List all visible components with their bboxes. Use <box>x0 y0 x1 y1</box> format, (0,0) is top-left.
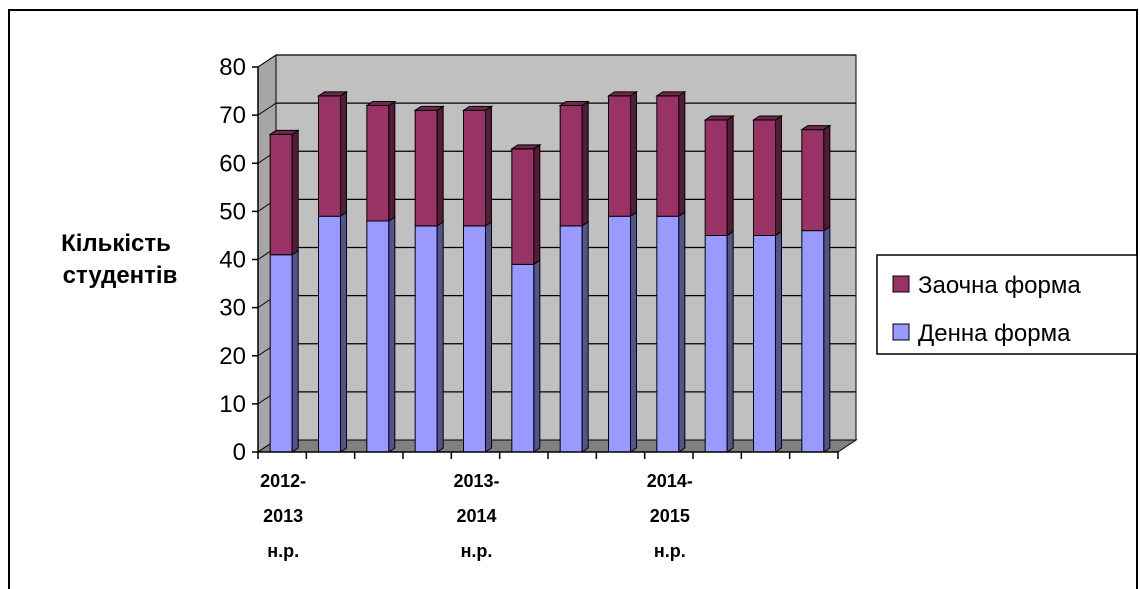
bar-side-s1-6 <box>581 100 589 227</box>
bar-top-s1-6 <box>558 101 590 106</box>
bar-front-s0-8 <box>656 215 680 453</box>
bar-front-s0-11 <box>801 230 825 453</box>
y-axis-label-line-2: студентів <box>63 262 178 289</box>
bar-side-s1-10 <box>775 115 782 237</box>
bar-side-s0-8 <box>678 211 686 453</box>
bar-side-s0-2 <box>388 216 396 453</box>
bar-front-s1-7 <box>608 95 631 217</box>
bar-side-s1-9 <box>726 115 734 237</box>
bar-side-s1-1 <box>340 90 347 218</box>
bar-front-s1-0 <box>269 133 293 256</box>
bar-top-s1-7 <box>606 91 639 97</box>
x-category-label-0-line-2: н.р. <box>267 541 299 561</box>
bar-top-s1-11 <box>800 125 832 131</box>
legend-swatch-zaochna <box>892 275 910 293</box>
x-category-label-8-line-0: 2014- <box>647 471 693 491</box>
y-tick-label-60: 60 <box>219 150 246 177</box>
bar-side-s0-6 <box>581 220 589 453</box>
x-category-label-4-line-0: 2013- <box>453 471 499 491</box>
bar-front-s0-6 <box>559 225 583 453</box>
y-tick-label-20: 20 <box>219 343 246 370</box>
bar-front-s0-4 <box>463 225 486 453</box>
bar-top-s1-9 <box>703 115 735 121</box>
y-tick-label-80: 80 <box>219 54 246 81</box>
x-category-label-0-line-0: 2012- <box>260 471 306 491</box>
bar-top-s1-1 <box>316 91 349 97</box>
bar-front-s0-2 <box>366 220 390 453</box>
bar-side-s1-7 <box>630 90 637 218</box>
bar-side-s0-3 <box>436 220 444 453</box>
bar-front-s0-1 <box>318 215 341 453</box>
bar-front-s0-5 <box>511 263 535 453</box>
x-category-label-4-line-2: н.р. <box>461 541 493 561</box>
y-axis-label-line-1: Кількість <box>61 230 171 257</box>
y-tick-label-70: 70 <box>219 102 246 129</box>
y-axis-label: Кількість студентів <box>61 230 177 289</box>
bar-front-s0-3 <box>414 225 438 453</box>
bar-front-s0-10 <box>753 234 776 453</box>
bar-front-s1-1 <box>318 95 341 217</box>
bar-front-s1-9 <box>704 119 728 236</box>
bar-side-s1-11 <box>823 124 831 232</box>
bar-front-s1-2 <box>366 105 390 222</box>
bar-side-s0-0 <box>291 249 299 453</box>
bar-top-s1-3 <box>413 105 445 111</box>
bar-front-s1-11 <box>801 129 825 232</box>
y-tick-label-0: 0 <box>233 439 246 466</box>
x-category-labels: 2012- 2013 н.р. 2013- 2014 н.р. 2014- 2015 н.р. <box>257 452 839 561</box>
legend-label-zaochna: Заочна форма <box>918 272 1081 299</box>
x-category-label-8-line-1: 2015 <box>650 506 690 526</box>
y-tick-label-30: 30 <box>219 295 246 322</box>
bar-side-s1-2 <box>388 100 396 222</box>
bar-top-s1-2 <box>365 101 397 106</box>
bar-front-s0-7 <box>608 215 631 453</box>
bar-top-s1-8 <box>655 91 687 97</box>
bar-top-s1-10 <box>751 115 784 121</box>
legend-label-denna: Денна форма <box>918 320 1071 347</box>
bar-top-s1-0 <box>268 129 300 135</box>
x-category-label-4-line-1: 2014 <box>456 506 496 526</box>
bar-front-s1-5 <box>511 148 535 265</box>
bar-side-s1-8 <box>678 90 686 218</box>
bar-side-s0-1 <box>340 211 347 453</box>
bar-front-s1-4 <box>463 109 486 227</box>
bar-front-s0-9 <box>704 234 728 453</box>
bar-side-s1-0 <box>291 129 299 256</box>
bar-side-s0-4 <box>485 220 492 453</box>
legend: Заочна форма Денна форма <box>876 254 1138 355</box>
gridline-side-70 <box>257 102 277 116</box>
legend-box <box>876 254 1138 355</box>
bar-front-s0-0 <box>269 254 293 453</box>
bar-side-s1-4 <box>485 105 492 227</box>
bar-front-s1-3 <box>414 109 438 227</box>
y-tick-label-50: 50 <box>219 198 246 225</box>
x-category-label-8-line-2: н.р. <box>654 541 686 561</box>
bar-side-s0-11 <box>823 225 831 453</box>
y-tick-label-10: 10 <box>219 391 246 418</box>
bar-side-s1-3 <box>436 105 444 227</box>
legend-swatch-denna <box>892 323 910 341</box>
bar-front-s1-10 <box>753 119 776 236</box>
bar-side-s0-7 <box>630 211 637 453</box>
gridline-side-80 <box>257 54 277 68</box>
y-tick-label-40: 40 <box>219 247 246 274</box>
y-tick-labels: 0 10 20 30 40 50 60 70 80 <box>219 54 258 466</box>
bar-top-s1-4 <box>461 105 494 111</box>
bar-top-s1-5 <box>510 144 542 150</box>
bar-front-s1-6 <box>559 105 583 227</box>
bar-side-s1-5 <box>533 143 541 266</box>
bar-side-s0-9 <box>726 230 734 453</box>
bar-side-s0-5 <box>533 259 541 453</box>
x-category-label-0-line-1: 2013 <box>263 506 303 526</box>
bar-side-s0-10 <box>775 230 782 453</box>
bar-front-s1-8 <box>656 95 680 217</box>
